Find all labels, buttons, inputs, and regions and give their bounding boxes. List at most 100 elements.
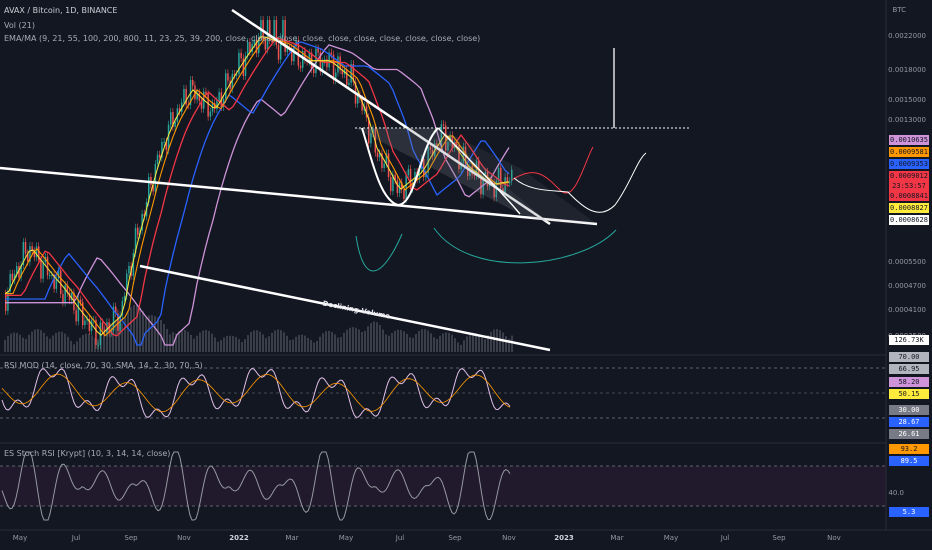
arc-arrow xyxy=(433,227,617,264)
price-badge: 0.0008841 xyxy=(889,191,929,201)
candle-body xyxy=(57,270,60,279)
volume-bar xyxy=(388,335,390,352)
volume-bar xyxy=(151,315,153,352)
symbol-title[interactable]: AVAX / Bitcoin, 1D, BINANCE xyxy=(4,6,118,15)
volume-bar xyxy=(493,329,495,352)
volume-bar xyxy=(169,334,171,352)
ma-line-purple xyxy=(5,44,510,346)
price-badge-label: 0.0008827 xyxy=(890,204,928,212)
volume-bar xyxy=(82,335,84,352)
volume-bar xyxy=(382,329,384,352)
rsi-tick-badge: 58.20 xyxy=(889,377,929,387)
candle-body xyxy=(117,313,119,331)
candle-body xyxy=(251,43,253,52)
price-badge-label: 0.0009581 xyxy=(890,148,928,156)
price-badge: 0.0009012 xyxy=(889,171,929,181)
volume-bar xyxy=(328,330,330,352)
volume-bar xyxy=(505,336,507,352)
volume-bar xyxy=(145,316,147,352)
volume-bar xyxy=(421,329,423,352)
volume-bar xyxy=(139,307,141,352)
rsi-signal xyxy=(1,373,511,413)
volume-bar xyxy=(190,334,192,352)
price-badge: 23:53:57 xyxy=(889,181,929,191)
candle-body xyxy=(156,154,159,164)
volume-label[interactable]: Vol (21) xyxy=(4,21,35,30)
volume-bar xyxy=(103,329,105,352)
rsi-line xyxy=(1,367,511,418)
candle-body xyxy=(165,141,168,151)
ema-label[interactable]: EMA/MA (9, 21, 55, 100, 200, 800, 11, 23… xyxy=(4,34,481,43)
moving-averages xyxy=(4,36,510,346)
candle-body xyxy=(225,73,227,99)
candle-body xyxy=(405,175,407,199)
price-badge: 0.0009581 xyxy=(889,147,929,157)
price-badge: 0.0008628 xyxy=(889,215,929,225)
volume-bar xyxy=(88,333,90,352)
time-tick-label: Jul xyxy=(71,534,81,542)
price-badge-label: 0.0008628 xyxy=(890,216,928,224)
time-tick-label: 2022 xyxy=(229,534,249,542)
volume-bar xyxy=(7,336,9,352)
candle-body xyxy=(348,82,350,85)
volume-bar xyxy=(487,335,489,352)
volume-bar xyxy=(37,329,39,352)
candle-body xyxy=(11,273,14,281)
candle-body xyxy=(242,58,245,76)
volume-bar xyxy=(163,324,165,352)
volume-bar xyxy=(376,322,378,352)
time-tick-label: Nov xyxy=(502,534,516,542)
volume-bar xyxy=(46,336,48,352)
volume-bar xyxy=(427,330,429,352)
candle-body xyxy=(35,246,38,258)
volume-bar xyxy=(484,339,486,352)
price-badge: 0.0008827 xyxy=(889,203,929,213)
candle-body xyxy=(247,42,249,56)
rsi-label[interactable]: RSI MOD (14, close, 70, 30, SMA, 14, 2, … xyxy=(4,361,203,370)
volume-bar xyxy=(85,333,87,352)
time-tick-label: Mar xyxy=(610,534,624,542)
volume-bar xyxy=(412,337,414,352)
volume-bar xyxy=(64,333,66,352)
candle-body xyxy=(132,253,135,276)
stoch-tick-badge: 89.5 xyxy=(889,456,929,466)
volume-bar xyxy=(424,329,426,352)
candle-body xyxy=(445,125,447,151)
candle-body xyxy=(302,50,304,68)
volume-bar xyxy=(115,321,117,352)
volume-bar xyxy=(304,335,306,352)
projection-arrow-red xyxy=(511,146,594,194)
candle-body xyxy=(277,44,280,60)
volume-bar xyxy=(205,330,207,352)
candle-body xyxy=(321,61,324,72)
candle-body xyxy=(440,124,443,149)
candle-body xyxy=(22,242,25,266)
volume-bar xyxy=(73,344,75,352)
volume-bar xyxy=(496,329,498,352)
candle-body xyxy=(214,103,216,110)
time-tick-label: Jul xyxy=(395,534,405,542)
volume-bar xyxy=(418,330,420,352)
stoch-rsi-label[interactable]: ES Stoch RSI [Krypt] (10, 3, 14, 14, clo… xyxy=(4,449,171,458)
candle-body xyxy=(141,213,143,231)
candle-body xyxy=(484,171,487,177)
candle-body xyxy=(328,52,330,68)
candle-body xyxy=(330,52,333,55)
candle-body xyxy=(86,319,88,321)
candle-body xyxy=(319,52,322,72)
volume-bar xyxy=(478,334,480,352)
volume-bar xyxy=(349,327,351,352)
candle-body xyxy=(209,111,212,117)
candle-body xyxy=(205,91,207,94)
volume-bar xyxy=(148,315,150,352)
candle-body xyxy=(143,213,146,217)
rsi-tick-badge: 28.67 xyxy=(889,417,929,427)
volume-bar xyxy=(196,335,198,352)
candle-body xyxy=(216,100,218,110)
candle-body xyxy=(396,180,399,194)
volume-bar xyxy=(289,340,291,352)
volume-bar xyxy=(268,336,270,352)
volume-bar xyxy=(391,332,393,352)
volume-bar xyxy=(223,337,225,352)
candle-body xyxy=(123,296,126,301)
